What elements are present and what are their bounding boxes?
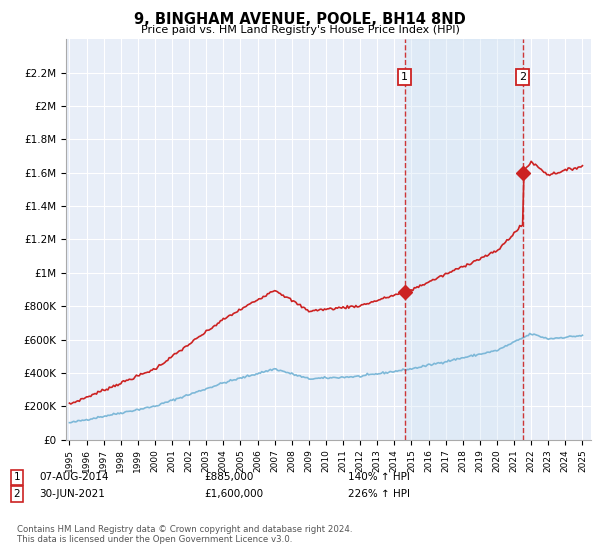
Text: 226% ↑ HPI: 226% ↑ HPI xyxy=(348,489,410,499)
Text: £1,600,000: £1,600,000 xyxy=(204,489,263,499)
Text: 1: 1 xyxy=(13,472,20,482)
Text: 30-JUN-2021: 30-JUN-2021 xyxy=(39,489,105,499)
Text: This data is licensed under the Open Government Licence v3.0.: This data is licensed under the Open Gov… xyxy=(17,535,292,544)
Text: 07-AUG-2014: 07-AUG-2014 xyxy=(39,472,109,482)
Text: 140% ↑ HPI: 140% ↑ HPI xyxy=(348,472,410,482)
Text: 9, BINGHAM AVENUE, POOLE, BH14 8ND: 9, BINGHAM AVENUE, POOLE, BH14 8ND xyxy=(134,12,466,27)
Text: £885,000: £885,000 xyxy=(204,472,253,482)
Text: 2: 2 xyxy=(519,72,526,82)
Text: 1: 1 xyxy=(401,72,408,82)
Bar xyxy=(404,39,523,440)
Text: 2: 2 xyxy=(13,489,20,499)
Text: Contains HM Land Registry data © Crown copyright and database right 2024.: Contains HM Land Registry data © Crown c… xyxy=(17,525,352,534)
Text: Price paid vs. HM Land Registry's House Price Index (HPI): Price paid vs. HM Land Registry's House … xyxy=(140,25,460,35)
